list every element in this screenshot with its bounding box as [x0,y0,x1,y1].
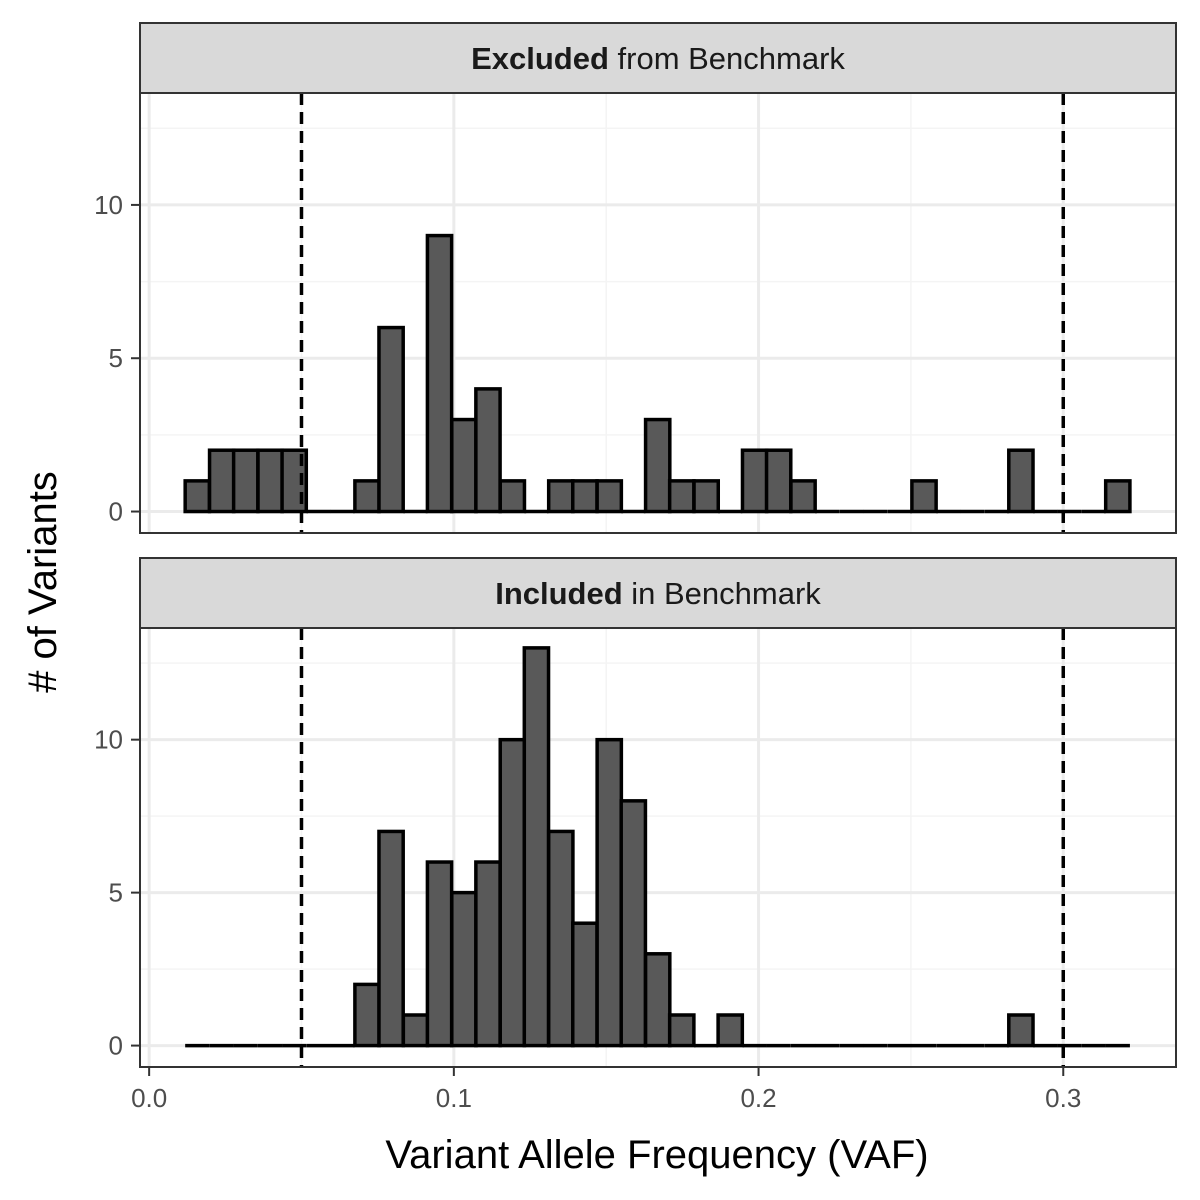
facet-panel-1: Included in Benchmark 0 5 10 [94,557,1177,1068]
x-axis-title: Variant Allele Frequency (VAF) [385,1133,928,1177]
bars [183,233,1132,514]
y-tick-label: 5 [109,878,123,908]
histogram-bar [789,479,817,514]
histogram-bar [740,448,769,514]
histogram-bar [474,860,502,1048]
y-tick-label: 10 [94,190,123,220]
facet-strip-label-bold: Excluded [471,41,609,76]
y-tick-label: 5 [109,343,123,373]
histogram-bar [643,952,672,1048]
histogram-bar [474,387,502,514]
histogram-bar [231,448,260,514]
histogram-bar [522,646,551,1048]
y-tick-label: 0 [109,497,123,527]
histogram-bar [498,737,527,1048]
x-tick-label: 0.0 [131,1083,167,1113]
histogram-bar [377,829,405,1048]
histogram-bar [1007,1013,1035,1048]
facet-strip-label-rest: in Benchmark [623,576,822,611]
histogram-bar [571,921,599,1048]
facet-strip [139,22,1177,94]
histogram-bar [425,233,454,514]
x-tick-label: 0.1 [436,1083,472,1113]
y-tick-label: 0 [109,1031,123,1061]
histogram-bar [595,737,624,1048]
histogram-bar [667,1013,696,1048]
histogram-bar [183,479,212,514]
histogram-bar [498,479,527,514]
histogram-bar [546,479,575,514]
histogram-bar [667,479,696,514]
histogram-bar [546,829,575,1048]
histogram-bar [910,479,938,514]
histogram-bar [619,799,648,1048]
facet-panel-0: Excluded from Benchmark 0 5 10 [94,22,1177,534]
histogram-bar [377,325,405,514]
x-axis: 0.0 0.1 0.2 0.3 [131,1067,1081,1113]
facet-strip-label: Excluded from Benchmark [471,41,845,76]
histogram-bar [353,479,381,514]
histogram-bar [256,448,284,514]
y-axis-title: # of Variants [21,471,65,693]
histogram-bar [401,1013,430,1048]
x-tick-label: 0.2 [740,1083,776,1113]
facet-strip-label-bold: Included [495,576,622,611]
histogram-bar [764,448,793,514]
histogram-bar [425,860,454,1048]
histogram-bar [692,479,721,514]
histogram-bar [571,479,599,514]
x-tick-label: 0.3 [1045,1083,1081,1113]
facet-strip-label: Included in Benchmark [495,576,821,611]
histogram-bar [450,890,478,1048]
histogram-bar [353,982,381,1048]
histogram-bar [450,417,478,514]
histogram-bar [643,417,672,514]
histogram-bar [207,448,236,514]
facet-strip-label-rest: from Benchmark [609,41,846,76]
y-tick-label: 10 [94,725,123,755]
histogram-bar [716,1013,745,1048]
histogram-bar [1007,448,1035,514]
histogram-bar [595,479,624,514]
facet-strip [139,557,1177,629]
bars [185,646,1130,1048]
histogram-bar [1103,479,1132,514]
